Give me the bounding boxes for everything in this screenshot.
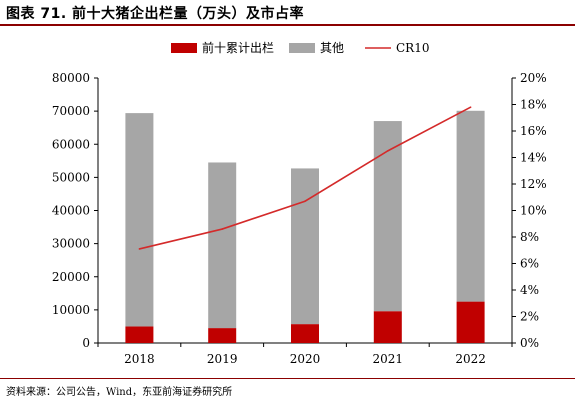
source-rule — [0, 378, 575, 379]
x-tick-label: 2018 — [124, 352, 155, 366]
y-left-tick-label: 30000 — [52, 237, 90, 251]
y-right-tick-label: 0% — [520, 336, 539, 350]
y-left-tick-label: 80000 — [52, 71, 90, 85]
x-tick-labels: 2018 2019 2020 2021 2022 — [124, 352, 486, 366]
y-right-tick-label: 12% — [520, 177, 547, 191]
legend-label: 前十累计出栏 — [202, 40, 274, 55]
cr10-point — [221, 228, 223, 230]
bar-top10 — [456, 301, 485, 343]
y-left-tick-labels: 0 10000 20000 30000 40000 50000 60000 70000 8000… — [52, 71, 90, 350]
y-left-tick-label: 50000 — [52, 170, 90, 184]
y-right-tick-label: 20% — [520, 71, 547, 85]
y-right-tick-label: 2% — [520, 310, 539, 324]
cr10-point — [469, 106, 472, 108]
y-left-tick-label: 20000 — [52, 270, 90, 284]
bar-other — [291, 168, 319, 325]
legend-swatch — [289, 43, 315, 53]
cr10-point — [138, 248, 141, 250]
bars — [125, 110, 485, 343]
bar-other — [208, 162, 237, 329]
legend: 前十累计出栏 其他 CR10 — [171, 40, 430, 55]
y-right-tick-label: 10% — [520, 204, 547, 218]
cr10-point — [387, 150, 389, 152]
bar-top10 — [125, 326, 154, 343]
y-left-tick-label: 0 — [82, 336, 90, 350]
cr10-point — [304, 200, 306, 203]
y-right-tick-label: 6% — [520, 257, 539, 271]
bar-top10 — [208, 328, 237, 343]
figure-title: 图表 71. 前十大猪企出栏量（万头）及市占率 — [6, 6, 305, 22]
y-right-tick-labels: 0% 2% 4% 6% 8% 10% 12% 14% 16% 18% 20% — [520, 71, 547, 350]
bar-other — [373, 121, 402, 312]
bar-top10 — [373, 311, 402, 343]
title-rule — [0, 24, 575, 26]
cr10-line-group — [138, 106, 472, 250]
legend-label: 其他 — [320, 41, 344, 55]
x-tick-label: 2019 — [207, 352, 238, 366]
legend-swatch — [171, 43, 197, 53]
x-tick-label: 2022 — [455, 352, 486, 366]
y-right-tick-label: 4% — [520, 283, 539, 297]
y-left-tick-label: 70000 — [52, 104, 90, 118]
y-left-tick-label: 40000 — [52, 204, 90, 218]
bar-other — [125, 113, 154, 327]
y-right-tick-label: 18% — [520, 98, 547, 112]
y-right-tick-label: 14% — [520, 151, 547, 165]
y-left-tick-label: 60000 — [52, 137, 90, 151]
x-tick-label: 2020 — [290, 352, 321, 366]
legend-label: CR10 — [396, 41, 430, 55]
chart: 前十累计出栏 其他 CR10 2018 2019 2020 2021 2022 0 10000… — [52, 40, 547, 366]
bar-other — [456, 110, 485, 302]
bar-top10 — [291, 324, 319, 343]
x-tick-label: 2021 — [373, 352, 404, 366]
y-right-tick-label: 16% — [520, 124, 547, 138]
y-left-tick-label: 10000 — [52, 303, 90, 317]
figure-source: 资料来源：公司公告，Wind，东亚前海证券研究所 — [6, 387, 233, 398]
y-right-tick-label: 8% — [520, 230, 539, 244]
